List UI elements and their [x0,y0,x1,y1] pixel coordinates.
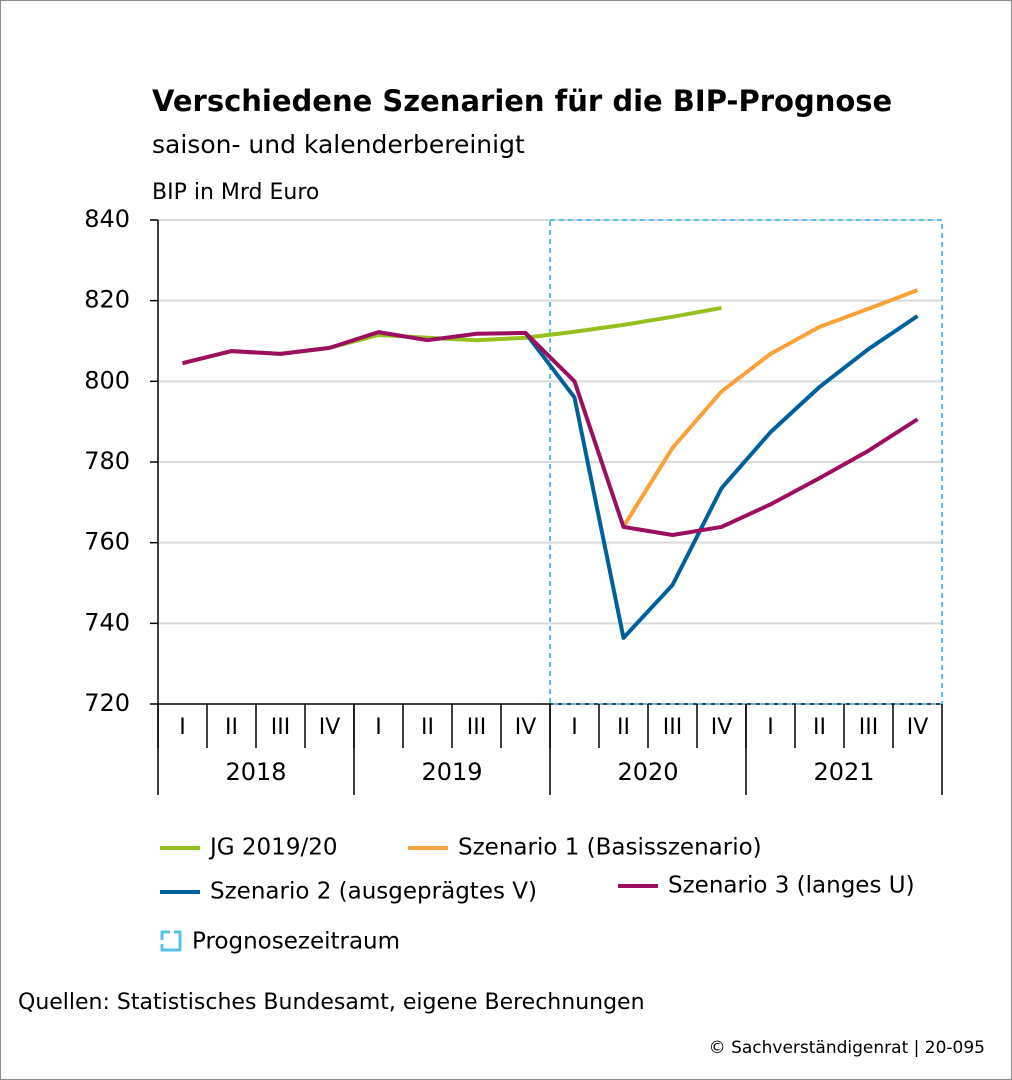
series-line [621,288,919,528]
y-axis-label: BIP in Mrd Euro [152,180,319,205]
x-group-label: 2018 [225,758,286,786]
y-tick-label: 820 [84,286,130,314]
y-tick-label: 760 [84,528,130,556]
legend-label: Szenario 1 (Basisszenario) [458,835,762,861]
y-tick-label: 780 [84,447,130,475]
chart-subtitle: saison- und kalenderbereinigt [152,130,525,159]
x-tick-label: I [571,715,578,740]
x-tick-label: I [767,715,774,740]
x-tick-label: III [859,715,878,740]
series-line [182,330,919,538]
x-tick-label: II [617,715,630,740]
x-tick-label: IV [711,715,733,740]
y-tick-label: 800 [84,366,130,394]
x-tick-label: II [225,715,238,740]
x-group-label: 2019 [421,758,482,786]
x-tick-label: II [421,715,434,740]
x-tick-label: I [179,715,186,740]
x-tick-label: III [271,715,290,740]
legend-label: JG 2019/20 [208,835,337,861]
legend-swatch [160,930,182,952]
source: Quellen: Statistisches Bundesamt, eigene… [18,990,645,1015]
x-tick-label: IV [907,715,929,740]
y-tick-label: 720 [84,689,130,717]
x-tick-label: III [467,715,486,740]
x-tick-label: II [813,715,826,740]
chart-title: Verschiedene Szenarien für die BIP-Progn… [152,84,892,118]
x-group-label: 2020 [617,758,678,786]
legend-label: Szenario 3 (langes U) [668,873,915,899]
x-tick-label: IV [319,715,341,740]
y-tick-label: 740 [84,608,130,636]
x-tick-label: III [663,715,682,740]
x-group-label: 2021 [813,758,874,786]
y-tick-label: 840 [84,205,130,233]
legend-label: Prognosezeitraum [192,929,400,955]
x-tick-label: IV [515,715,537,740]
x-tick-label: I [375,715,382,740]
series-line [523,314,919,640]
legend-label: Szenario 2 (ausgeprägtes V) [210,879,537,905]
copyright: © Sachverständigenrat | 20-095 [709,1038,985,1058]
